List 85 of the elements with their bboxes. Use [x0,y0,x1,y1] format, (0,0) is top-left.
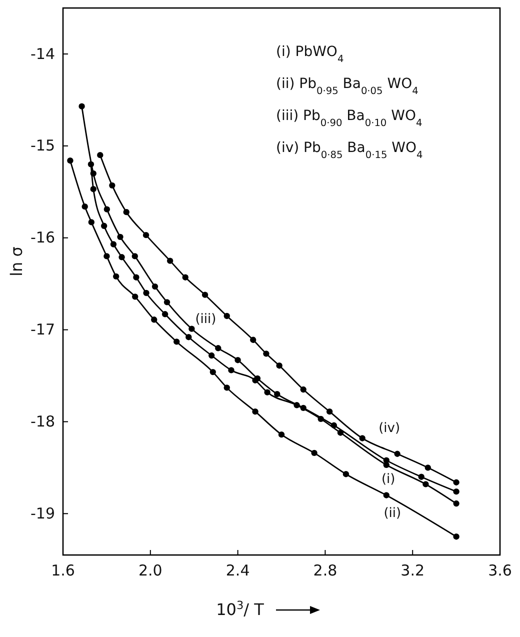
point [383,457,390,464]
series-label: (ii) [384,506,402,522]
x-tick-label: 3.2 [400,562,425,580]
point [224,312,230,320]
y-axis-title: ln σ [7,246,26,276]
point [250,336,256,343]
point [453,479,460,486]
point [234,357,241,364]
point [132,294,138,300]
point [202,292,208,298]
x-tick-label: 2.8 [313,562,338,580]
point [133,274,140,280]
point [394,450,400,457]
point [188,326,195,332]
point [104,206,110,212]
point [78,103,85,110]
point [90,186,96,192]
point [104,253,110,260]
point [264,389,270,396]
point [359,435,366,442]
x-tick-label: 2.4 [226,562,250,580]
y-tick-label: -17 [30,320,55,339]
point [276,362,282,369]
point [90,170,96,177]
annotation: (i) PbWO$_{4}$ [276,44,344,64]
point [453,500,460,507]
point [252,408,258,415]
point [97,152,104,158]
point [228,367,234,374]
point [186,334,192,340]
point [311,450,318,456]
point [113,273,120,280]
point [182,274,188,280]
point [263,350,270,357]
point [224,384,230,391]
x-tick-label: 3.6 [488,562,512,580]
point [300,404,306,411]
point [67,158,74,164]
point [330,422,338,428]
point [164,299,170,306]
point [254,375,261,382]
point [110,241,117,248]
point [118,254,125,260]
y-tick-label: -14 [30,44,55,63]
point [453,488,460,495]
point [143,290,150,296]
point [418,474,424,480]
y-tick-label: -15 [30,136,55,155]
y-tick-label: -16 [30,228,55,247]
point [274,391,280,398]
series-label: (iv) [378,420,400,436]
annotation: (iii) Pb$_{0·90}$ Ba$_{0·10}$ WO$_{4}$ [276,108,422,128]
point [453,534,460,540]
series-label: (i) [381,472,396,487]
point [342,471,350,478]
x-axis-title: 10$^{3}$/ T [216,598,264,619]
y-tick-label: -19 [30,504,55,522]
point [82,203,88,210]
point [151,316,158,323]
point [123,209,130,216]
y-tick-label: -18 [30,412,55,430]
point [383,492,390,498]
point [162,311,168,318]
point [326,408,333,415]
annotation: (ii) Pb$_{0·95}$ Ba$_{0·05}$ WO$_{4}$ [276,76,418,96]
point [152,283,158,290]
point [208,352,215,359]
point [117,234,124,240]
point [174,338,180,345]
point [142,232,150,238]
point [100,222,108,229]
point [422,481,429,488]
point [132,253,138,260]
series-label: (iii) [195,312,216,327]
point [166,258,174,264]
x-tick-label: 1.6 [51,562,75,580]
point [278,431,285,438]
annotation: (iv) Pb$_{0·85}$ Ba$_{0·15}$ WO$_{4}$ [276,140,423,160]
x-tick-label: 2.0 [138,562,162,580]
point [424,464,431,471]
point [88,219,94,226]
point [215,345,222,352]
point [210,368,216,376]
point [109,182,116,189]
point [300,386,306,393]
